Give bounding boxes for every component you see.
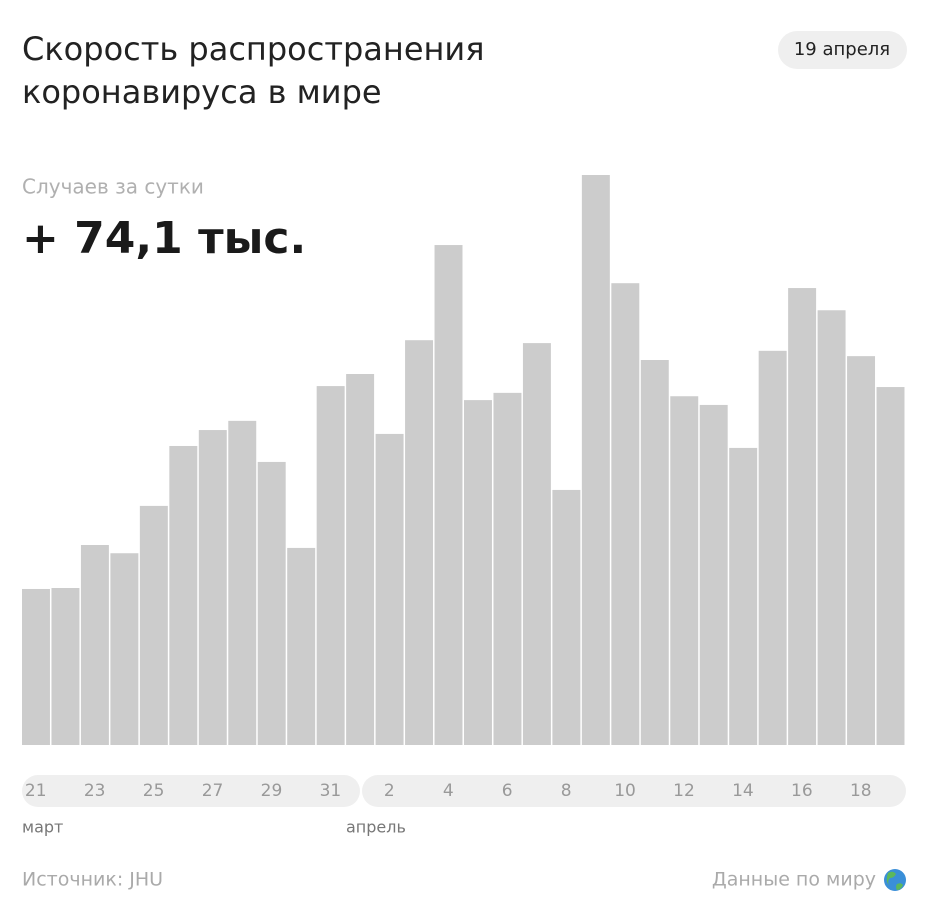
month-pill: [22, 775, 360, 807]
x-tick-label: 18: [850, 781, 872, 801]
chart-title: коронавируса в мире: [22, 73, 382, 111]
bar: [788, 288, 817, 745]
bar: [228, 420, 257, 745]
bar: [110, 553, 139, 745]
chart-title: Скорость распространения: [22, 30, 484, 68]
subtitle: Случаев за сутки: [22, 175, 204, 199]
bar: [640, 360, 669, 745]
date-badge-bg: [778, 31, 907, 69]
x-tick-label: 14: [732, 781, 754, 801]
bar: [758, 350, 787, 745]
x-tick-label: 23: [84, 781, 106, 801]
x-tick-label: 12: [673, 781, 695, 801]
bar: [699, 404, 728, 745]
bar: [817, 310, 846, 745]
month-label: апрель: [346, 818, 406, 837]
x-tick-label: 8: [561, 781, 572, 801]
bar: [139, 505, 168, 745]
bar: [198, 430, 227, 745]
x-tick-label: 29: [261, 781, 283, 801]
x-tick-label: 16: [791, 781, 813, 801]
bar: [522, 343, 551, 745]
source: Источник: JHU: [22, 869, 163, 891]
bar: [729, 447, 758, 745]
x-tick-label: 2: [384, 781, 395, 801]
x-tick-label: 4: [443, 781, 454, 801]
x-tick-label: 31: [320, 781, 342, 801]
x-tick-label: 27: [202, 781, 224, 801]
bar: [375, 433, 404, 745]
x-tick-label: 6: [502, 781, 513, 801]
bar: [346, 374, 375, 745]
bar: [405, 340, 434, 745]
x-tick-label: 10: [614, 781, 636, 801]
bar: [287, 547, 316, 745]
bar: [847, 356, 876, 745]
bar: [876, 387, 905, 745]
bar: [51, 588, 80, 745]
bar: [434, 245, 463, 746]
bar: [464, 400, 492, 745]
bar: [581, 175, 610, 745]
bar: [552, 489, 581, 745]
bar: [670, 396, 699, 745]
bar: [611, 283, 640, 745]
bar: [493, 392, 522, 745]
x-tick-label: 21: [25, 781, 47, 801]
date-badge: 19 апреля: [794, 39, 890, 60]
bar: [22, 588, 50, 745]
month-pill: [362, 775, 906, 807]
x-tick-label: 25: [143, 781, 165, 801]
bar: [169, 445, 198, 745]
month-label: март: [22, 818, 63, 837]
bar: [316, 386, 345, 745]
globe-icon: [884, 869, 906, 891]
bar: [80, 545, 109, 745]
headline: + 74,1 тыс.: [22, 213, 306, 264]
data-link[interactable]: Данные по миру: [712, 869, 876, 891]
bar: [257, 461, 286, 745]
